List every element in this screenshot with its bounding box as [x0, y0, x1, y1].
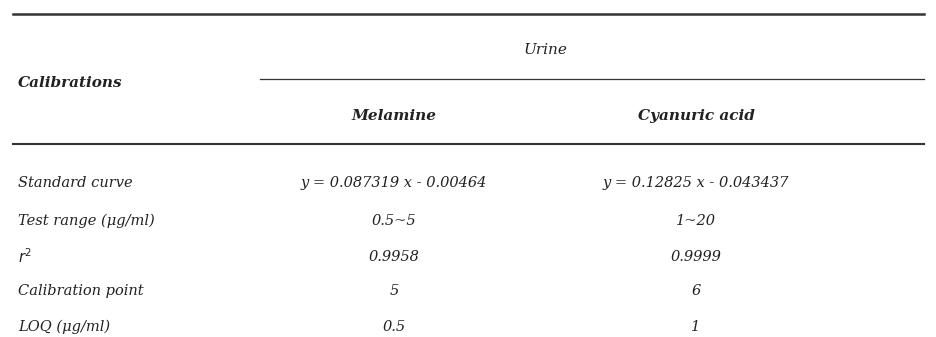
Text: LOQ (μg/ml): LOQ (μg/ml) [18, 320, 110, 334]
Text: Calibration point: Calibration point [18, 284, 143, 298]
Text: Test range (μg/ml): Test range (μg/ml) [18, 213, 154, 228]
Text: y = 0.12825 x - 0.043437: y = 0.12825 x - 0.043437 [602, 176, 788, 190]
Text: 5: 5 [389, 284, 399, 298]
Text: 0.5: 0.5 [382, 320, 405, 334]
Text: y = 0.087319 x - 0.00464: y = 0.087319 x - 0.00464 [300, 176, 487, 190]
Text: 0.5~5: 0.5~5 [372, 214, 417, 227]
Text: 6: 6 [691, 284, 700, 298]
Text: 1: 1 [691, 320, 700, 334]
Text: Urine: Urine [522, 43, 566, 57]
Text: Cyanuric acid: Cyanuric acid [636, 109, 753, 123]
Text: 0.9958: 0.9958 [369, 250, 419, 264]
Text: 0.9999: 0.9999 [670, 250, 721, 264]
Text: Melamine: Melamine [351, 109, 436, 123]
Text: 1~20: 1~20 [675, 214, 715, 227]
Text: Calibrations: Calibrations [18, 75, 123, 90]
Text: Standard curve: Standard curve [18, 176, 133, 190]
Text: $r^{2}$: $r^{2}$ [18, 247, 33, 266]
